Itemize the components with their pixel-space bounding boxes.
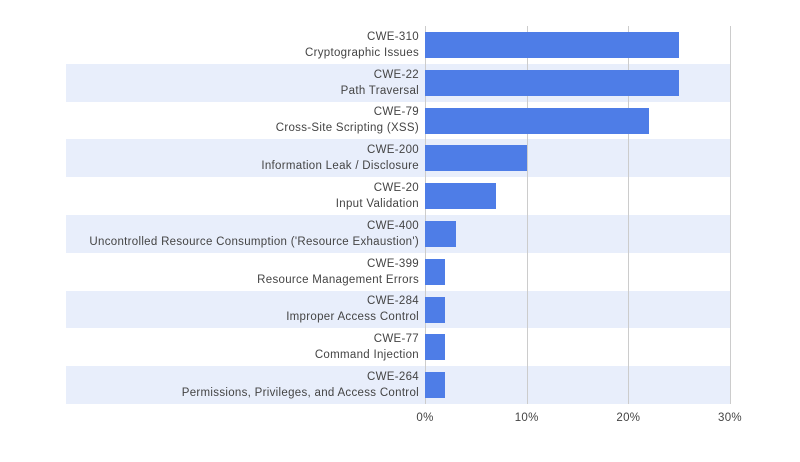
bar-cwe-400[interactable] (425, 220, 456, 247)
category-name: Permissions, Privileges, and Access Cont… (181, 387, 419, 400)
category-label: CWE-20 Input Validation (66, 177, 419, 215)
category-name: Information Leak / Disclosure (261, 160, 419, 173)
category-code: CWE-400 (367, 219, 419, 232)
category-name: Resource Management Errors (257, 273, 419, 286)
gridline (526, 26, 528, 404)
category-code: CWE-399 (367, 257, 419, 270)
category-name: Path Traversal (340, 84, 419, 97)
row-band (66, 366, 730, 404)
category-code: CWE-77 (373, 333, 419, 346)
category-code: CWE-310 (367, 30, 419, 43)
category-name: Cryptographic Issues (304, 46, 419, 59)
category-label: CWE-399 Resource Management Errors (66, 253, 419, 291)
category-label: CWE-22 Path Traversal (66, 64, 419, 102)
category-name: Cross-Site Scripting (XSS) (275, 122, 419, 135)
x-tick-label: 30% (718, 412, 742, 424)
gridline (730, 26, 731, 404)
category-label: CWE-284 Improper Access Control (66, 291, 419, 329)
bar-cwe-79[interactable] (425, 107, 649, 134)
bar-cwe-284[interactable] (425, 296, 446, 323)
row-band (66, 290, 730, 329)
category-code: CWE-20 (373, 182, 419, 195)
bar-cwe-310[interactable] (425, 31, 680, 58)
category-name: Input Validation (335, 198, 419, 211)
category-label: CWE-264 Permissions, Privileges, and Acce… (66, 366, 419, 404)
category-label: CWE-79 Cross-Site Scripting (XSS) (66, 102, 419, 140)
bar-cwe-20[interactable] (425, 183, 497, 210)
x-tick-label: 10% (514, 412, 539, 424)
gridline (628, 26, 630, 404)
category-code: CWE-284 (367, 295, 419, 308)
category-name: Command Injection (314, 349, 419, 362)
category-label: CWE-200 Information Leak / Disclosure (66, 139, 419, 177)
category-label: CWE-400 Uncontrolled Resource Consumption… (66, 215, 419, 253)
bar-cwe-264[interactable] (425, 372, 446, 399)
bar-cwe-77[interactable] (425, 334, 446, 361)
bar-cwe-22[interactable] (425, 69, 680, 96)
row-band (66, 215, 730, 253)
x-tick-label: 20% (616, 412, 641, 424)
gridline (425, 26, 426, 404)
category-code: CWE-22 (373, 68, 419, 81)
bar-cwe-399[interactable] (425, 258, 446, 285)
category-label: CWE-310 Cryptographic Issues (66, 26, 419, 64)
category-code: CWE-264 (367, 371, 419, 384)
bar-cwe-200[interactable] (425, 145, 527, 172)
category-code: CWE-200 (367, 144, 419, 157)
category-code: CWE-79 (373, 106, 419, 119)
category-name: Uncontrolled Resource Consumption ('Reso… (89, 235, 419, 248)
category-name: Improper Access Control (286, 311, 419, 324)
category-label: CWE-77 Command Injection (66, 328, 419, 366)
row-band (66, 139, 730, 178)
x-tick-label: 0% (416, 412, 434, 424)
